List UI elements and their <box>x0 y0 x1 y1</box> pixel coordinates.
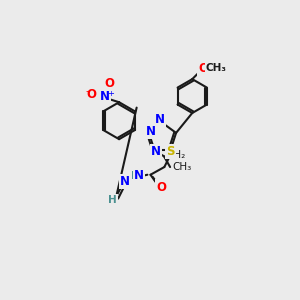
Text: CH₂: CH₂ <box>166 150 185 160</box>
Text: O: O <box>86 88 96 101</box>
Text: N: N <box>120 175 130 188</box>
Text: N: N <box>151 145 161 158</box>
Text: +: + <box>107 89 114 98</box>
Text: N: N <box>146 125 156 138</box>
Text: O: O <box>198 62 208 75</box>
Text: O: O <box>104 77 114 90</box>
Text: H: H <box>108 195 117 205</box>
Text: O: O <box>156 181 166 194</box>
Text: N: N <box>100 90 110 103</box>
Text: CH₃: CH₃ <box>206 63 226 73</box>
Text: S: S <box>166 145 175 158</box>
Text: N: N <box>155 113 165 126</box>
Text: H: H <box>131 170 140 181</box>
Text: N: N <box>134 169 144 182</box>
Text: CH₃: CH₃ <box>172 162 192 172</box>
Text: -: - <box>85 86 89 96</box>
